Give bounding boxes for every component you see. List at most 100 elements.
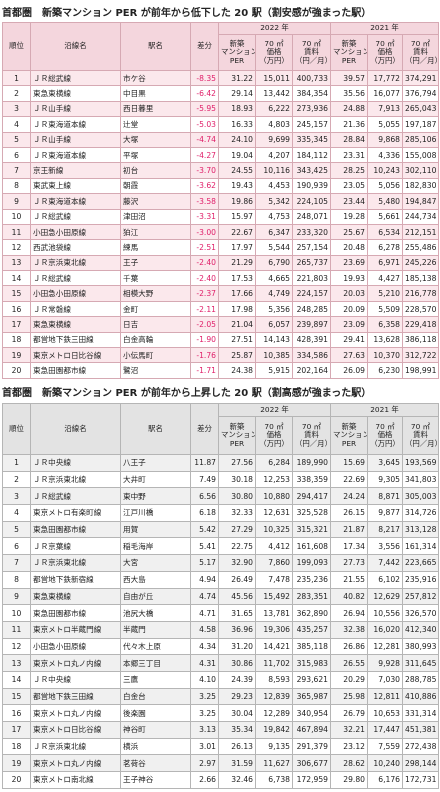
table-cell: 32.90 (218, 554, 256, 572)
table-row: 16 ＪＲ常磐線 金町 -2.11 17.98 5,356 248,285 20.09 5,50… (2, 300, 439, 318)
table-cell: 9,877 (367, 504, 403, 522)
header-line: （円／月） (295, 438, 331, 448)
table-cell: 335,345 (292, 131, 331, 148)
table-cell: 451,381 (402, 721, 439, 739)
table-cell: 7,559 (367, 737, 403, 756)
table-cell: 314,726 (402, 504, 439, 522)
table-cell: 19.28 (330, 208, 368, 225)
table-cell: 428,391 (292, 331, 331, 349)
table-cell: 10,325 (255, 520, 293, 539)
header-cell: 駅名 (120, 22, 191, 71)
table-row: 19 東京メトロ丸ノ内線 茗荷谷 2.97 31.59 11,627 306,677 28.6… (2, 754, 439, 773)
table-body: 1 ＪＲ総武線 市ケ谷 -8.35 31.22 15,011 400,733 39.57 17,… (2, 69, 439, 379)
table-cell: 18 (2, 331, 31, 349)
table-cell: 30.80 (218, 487, 256, 506)
table-cell: 32.38 (330, 620, 368, 639)
table-cell: 3.25 (190, 687, 219, 706)
table-cell: 32.21 (330, 721, 368, 739)
table-cell: -1.90 (190, 331, 219, 349)
table-cell: 王子神谷 (120, 771, 191, 789)
table-cell: 184,112 (292, 146, 331, 164)
table-cell: 283,351 (292, 587, 331, 606)
table-cell: 15,492 (255, 587, 293, 606)
table-cell: 大宮 (120, 554, 191, 572)
table-cell: 17.53 (218, 270, 256, 287)
table-cell: 31.20 (218, 637, 256, 656)
table-cell: 385,118 (292, 637, 331, 656)
table-cell: 23.44 (330, 193, 368, 210)
table-cell: 325,528 (292, 504, 331, 522)
column-header: 新築 マンション PER (218, 416, 256, 455)
header-line: PER (229, 55, 245, 65)
table-row: 15 小田急小田原線 相模大野 -2.37 17.66 4,749 224,157 20.03… (2, 285, 439, 302)
table-cell: 26.79 (330, 704, 368, 722)
table-cell: 27.73 (330, 554, 368, 572)
table-row: 3 ＪＲ総武線 東中野 6.56 30.80 10,880 294,417 24.24 8,87… (2, 487, 439, 506)
table-cell: 10,385 (255, 347, 293, 364)
table-row: 16 東京メトロ丸ノ内線 後楽園 3.25 30.04 12,289 340,954 26.7… (2, 704, 439, 722)
table-cell: -2.40 (190, 270, 219, 287)
table-cell: ＪＲ常磐線 (30, 300, 121, 318)
table-cell: 6,057 (255, 316, 293, 333)
table-cell: 25.98 (330, 687, 368, 706)
table-cell: 東急東横線 (30, 587, 121, 606)
table-cell: 224,157 (292, 285, 331, 302)
table-cell: ＪＲ京浜東北線 (30, 254, 121, 272)
table-cell: 161,608 (292, 537, 331, 556)
table-cell: 18 (2, 737, 31, 756)
table-cell: -1.76 (190, 347, 219, 364)
table-cell: 鷺沼 (120, 362, 191, 379)
table-cell: 14 (2, 270, 31, 287)
table-cell: 3.01 (190, 737, 219, 756)
header-line: 賃料 (304, 430, 319, 440)
year-header: 2022 年 (218, 22, 331, 35)
table-cell: 3.25 (190, 704, 219, 722)
table-cell: 5.41 (190, 537, 219, 556)
table-cell: 13,628 (367, 331, 403, 349)
table-cell: 28.25 (330, 162, 368, 179)
table-cell: 30.18 (218, 470, 256, 489)
table-cell: 19,842 (255, 721, 293, 739)
table-cell: 4 (2, 116, 31, 133)
table-cell: 西武池袋線 (30, 239, 121, 256)
table-cell: 自由が丘 (120, 587, 191, 606)
header-line: マンション (221, 430, 256, 440)
header-line: 新築 (341, 38, 357, 48)
table-cell: 15 (2, 285, 31, 302)
table-cell: 32.33 (218, 504, 256, 522)
header-line: （万円） (259, 438, 289, 448)
table-cell: 6,971 (367, 254, 403, 272)
table-cell: 6,534 (367, 223, 403, 241)
table-row: 1 ＪＲ中央線 八王子 11.87 27.56 6,284 189,990 15.69 3,64… (2, 454, 439, 472)
table-cell: 265,043 (402, 100, 439, 118)
table-cell: 245,157 (292, 116, 331, 133)
table-cell: 都営地下鉄新宿線 (30, 570, 121, 589)
header-line: 価格 (266, 47, 282, 57)
table-cell: 7,478 (255, 570, 293, 589)
table-cell: 東急田園都市線 (30, 604, 121, 622)
table-cell: 6,284 (255, 454, 293, 472)
table-cell: 平塚 (120, 146, 191, 164)
table-row: 12 小田急小田原線 代々木上原 4.34 31.20 14,421 385,118 26.8… (2, 637, 439, 656)
table-cell: 9 (2, 193, 31, 210)
table-cell: 5,480 (367, 193, 403, 210)
table-cell: ＪＲ京浜東北線 (30, 554, 121, 572)
table-cell: 半蔵門 (120, 620, 191, 639)
table-cell: 6,738 (255, 771, 293, 789)
table-cell: -4.74 (190, 131, 219, 148)
table-row: 17 東京メトロ日比谷線 神谷町 3.13 35.34 19,842 467,894 32.2… (2, 721, 439, 739)
table-cell: 東京メトロ丸ノ内線 (30, 654, 121, 672)
table-row: 10 東急田園都市線 池尻大橋 4.71 31.65 13,781 362,890 26.94… (2, 604, 439, 622)
table-row: 13 ＪＲ京浜東北線 王子 -2.40 21.29 6,790 265,737 23.69 6,… (2, 254, 439, 272)
header-line: 価格 (377, 47, 393, 57)
table-cell: 6,102 (367, 570, 403, 589)
table-cell: 20 (2, 771, 31, 789)
table-cell: 11 (2, 620, 31, 639)
table-row: 6 ＪＲ東海道本線 平塚 -4.27 19.04 4,207 184,112 23.31 4,3… (2, 146, 439, 164)
header-cell: 沿線名 (30, 403, 121, 455)
table-row: 7 ＪＲ京浜東北線 大宮 5.17 32.90 7,860 199,093 27.73 7,44… (2, 554, 439, 572)
table-cell: 293,621 (292, 670, 331, 689)
